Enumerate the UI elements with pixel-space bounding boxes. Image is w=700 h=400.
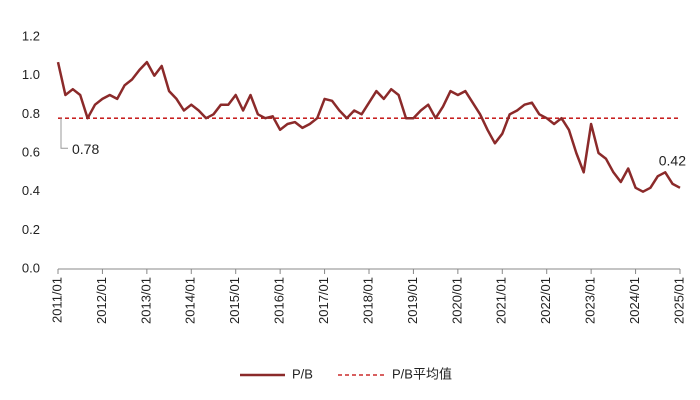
y-tick-label: 0.2 (22, 222, 40, 237)
x-tick-label: 2021/01 (494, 277, 509, 324)
x-tick-label: 2011/01 (49, 277, 64, 323)
y-tick-label: 0.4 (22, 183, 40, 198)
x-tick-label: 2025/01 (671, 277, 686, 324)
average-label: 0.78 (72, 141, 99, 157)
end-label: 0.42 (659, 153, 686, 169)
x-tick-label: 2023/01 (583, 277, 598, 324)
x-tick-label: 2020/01 (449, 277, 464, 324)
x-tick-label: 2018/01 (360, 277, 375, 324)
y-tick-label: 0.6 (22, 144, 40, 159)
x-tick-label: 2014/01 (183, 277, 198, 324)
x-tick-label: 2013/01 (138, 277, 153, 324)
data-line (56, 60, 681, 193)
x-tick-label: 2017/01 (316, 277, 331, 324)
y-tick-label: 0.8 (22, 106, 40, 121)
x-tick-label: 2016/01 (272, 277, 287, 324)
y-tick-label: 0.0 (22, 260, 40, 275)
x-tick-label: 2019/01 (405, 277, 420, 324)
y-tick-label: 1.0 (22, 67, 40, 82)
x-tick-label: 2024/01 (627, 277, 642, 324)
legend-label: P/B (292, 366, 313, 381)
legend-label: P/B平均值 (392, 366, 452, 381)
annotation-leader (60, 118, 68, 149)
x-tick-label: 2015/01 (227, 277, 242, 324)
x-tick-label: 2012/01 (94, 277, 109, 324)
y-tick-label: 1.2 (22, 28, 40, 43)
x-tick-label: 2022/01 (538, 277, 553, 324)
